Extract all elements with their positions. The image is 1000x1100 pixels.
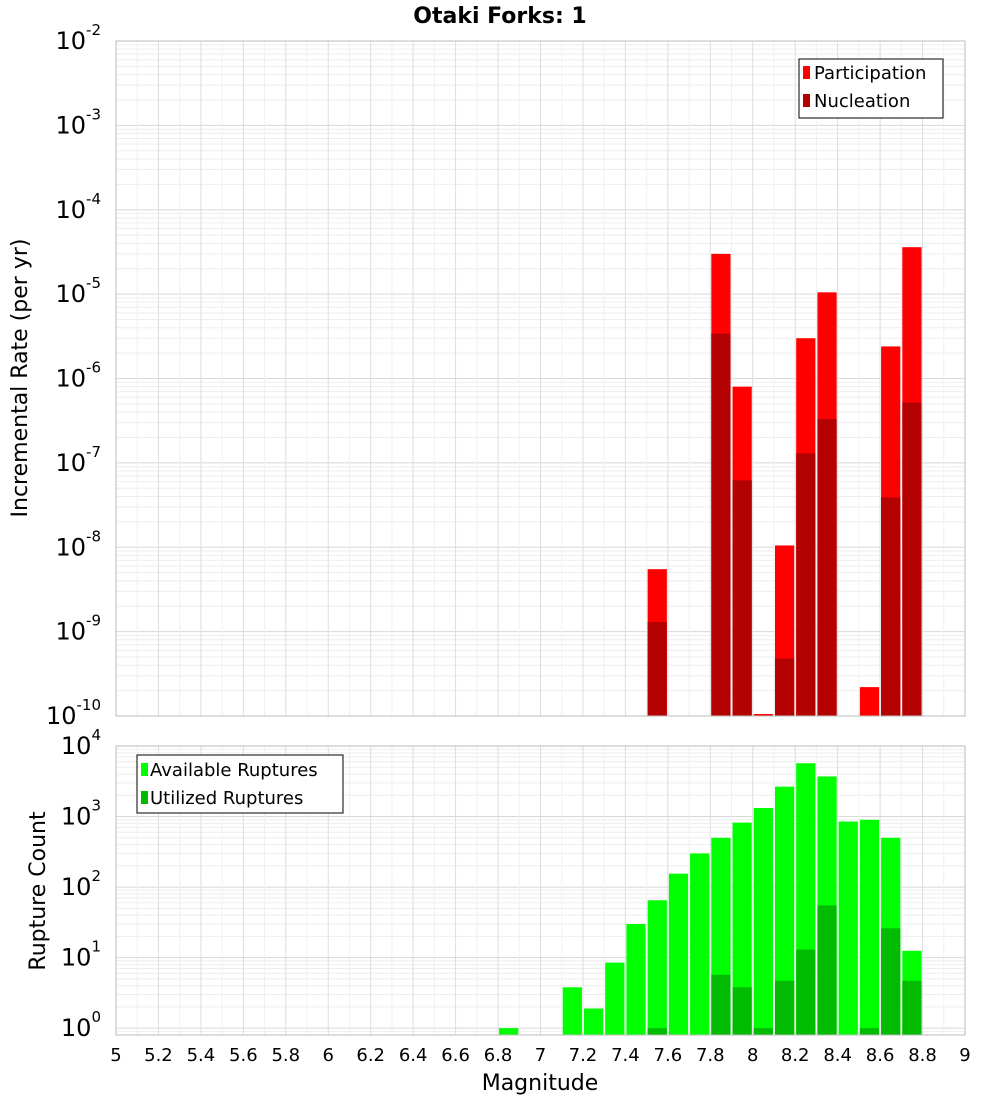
y-tick-label: 100 [61, 1008, 101, 1042]
bar-participation-m8-55 [859, 687, 880, 716]
y-tick-label: 102 [61, 867, 101, 901]
legend-label-available: Available Ruptures [150, 760, 318, 781]
x-tick-label: 7.2 [569, 1045, 598, 1066]
count-y-axis-label: Rupture Count [26, 811, 51, 971]
x-axis-label: Magnitude [482, 1071, 599, 1096]
bar-nucleation-m8-75 [902, 402, 922, 716]
bar-nucleation-m8-65 [881, 497, 901, 716]
rate-y-axis-label: Incremental Rate (per yr) [8, 239, 33, 518]
x-tick-label: 8.4 [823, 1045, 852, 1066]
y-tick-label: 10-3 [55, 105, 101, 139]
bar-available-ruptures-m7-65 [668, 873, 689, 1035]
x-tick-label: 8.2 [781, 1045, 810, 1066]
bar-nucleation-m7-55 [647, 622, 667, 716]
bar-available-ruptures-m8-15 [774, 786, 795, 1035]
bar-utilized-ruptures-m7-55 [647, 1028, 667, 1035]
rate-panel: 10-10 10-9 10-8 10-7 10-6 10-5 10-4 10-3 10-2 In… [8, 21, 966, 730]
bar-available-ruptures-m8-55 [859, 819, 880, 1035]
count-panel: 100 101 102 103 104 Rupture Count Available … [26, 726, 966, 1042]
legend-swatch-participation [803, 66, 810, 79]
bar-nucleation-m7-95 [732, 480, 752, 716]
bar-utilized-ruptures-m8-65 [881, 928, 901, 1035]
y-tick-label: 10-9 [55, 612, 101, 646]
bar-utilized-ruptures-m8-35 [817, 905, 837, 1035]
y-tick-label: 104 [61, 726, 101, 760]
bar-available-ruptures-m7-55 [647, 900, 667, 1035]
bar-utilized-ruptures-m8-05 [753, 1028, 773, 1035]
bar-participation-m8-05 [753, 714, 773, 716]
x-tick-label: 5 [110, 1045, 121, 1066]
bar-available-ruptures-m7-45 [626, 923, 646, 1035]
bar-available-ruptures-m7-25 [583, 1008, 604, 1035]
y-tick-label: 10-7 [55, 443, 101, 477]
x-tick-labels: 5 5.2 5.4 5.6 5.8 6 6.2 6.4 6.6 6.8 7 7.2 7.4 7.6 7.8 8… [110, 1045, 970, 1066]
y-tick-label: 10-8 [55, 527, 101, 561]
legend-swatch-utilized [141, 791, 148, 804]
x-tick-label: 5.4 [187, 1045, 216, 1066]
rate-gridlines [115, 41, 966, 717]
bar-utilized-ruptures-m7-95 [732, 987, 752, 1035]
count-legend: Available Ruptures Utilized Ruptures [136, 754, 344, 814]
bar-available-ruptures-m6-85 [499, 1028, 519, 1035]
x-tick-label: 7 [535, 1045, 546, 1066]
bar-utilized-ruptures-m7-85 [711, 974, 731, 1035]
bar-available-ruptures-m7-95 [732, 822, 752, 1035]
bar-utilized-ruptures-m8-15 [774, 980, 795, 1035]
count-y-ticks: 100 101 102 103 104 [61, 726, 101, 1042]
x-tick-label: 7.6 [654, 1045, 683, 1066]
chart-title: Otaki Forks: 1 [413, 4, 587, 29]
bar-utilized-ruptures-m8-55 [859, 1028, 880, 1035]
y-tick-label: 10-4 [55, 190, 101, 224]
rate-y-ticks: 10-10 10-9 10-8 10-7 10-6 10-5 10-4 10-3 10-2 [46, 21, 101, 730]
legend-label-participation: Participation [814, 63, 926, 84]
bar-available-ruptures-m7-35 [605, 962, 625, 1035]
legend-swatch-available [141, 763, 148, 776]
y-tick-label: 101 [61, 938, 101, 972]
y-tick-label: 10-2 [55, 21, 101, 55]
bar-utilized-ruptures-m8-75 [902, 980, 922, 1035]
y-tick-label: 10-10 [46, 696, 101, 730]
x-tick-label: 6 [323, 1045, 334, 1066]
x-tick-label: 6.6 [441, 1045, 470, 1066]
x-tick-label: 5.2 [144, 1045, 173, 1066]
x-tick-label: 5.6 [229, 1045, 258, 1066]
x-tick-label: 6.4 [399, 1045, 428, 1066]
count-legend-box [136, 754, 344, 814]
bar-available-ruptures-m8-05 [753, 808, 773, 1035]
bar-available-ruptures-m8-45 [838, 821, 858, 1035]
bar-nucleation-m8-35 [817, 419, 837, 716]
count-plot-border [115, 745, 966, 1036]
bar-utilized-ruptures-m8-25 [796, 949, 816, 1035]
x-tick-label: 6.8 [484, 1045, 513, 1066]
x-tick-label: 6.2 [356, 1045, 385, 1066]
y-tick-label: 10-5 [55, 274, 101, 308]
y-tick-label: 10-6 [55, 359, 101, 393]
x-tick-label: 8 [747, 1045, 758, 1066]
count-bars [499, 763, 922, 1035]
legend-label-nucleation: Nucleation [814, 91, 910, 112]
x-tick-label: 8.6 [866, 1045, 895, 1066]
y-tick-label: 103 [61, 797, 101, 831]
bar-nucleation-m8-25 [796, 453, 816, 716]
bar-available-ruptures-m7-15 [562, 987, 582, 1035]
x-tick-label: 7.8 [696, 1045, 725, 1066]
rate-legend: Participation Nucleation [798, 58, 944, 119]
x-tick-label: 7.4 [611, 1045, 640, 1066]
bar-available-ruptures-m7-75 [690, 853, 710, 1035]
x-tick-label: 9 [959, 1045, 970, 1066]
rate-plot-border [115, 40, 966, 717]
bar-nucleation-m8-15 [774, 658, 795, 716]
x-tick-label: 5.8 [271, 1045, 300, 1066]
x-tick-label: 8.8 [908, 1045, 937, 1066]
rate-legend-box [798, 58, 944, 119]
rate-bars [647, 247, 922, 716]
legend-label-utilized: Utilized Ruptures [150, 788, 303, 809]
bar-nucleation-m7-85 [711, 333, 731, 716]
legend-swatch-nucleation [803, 94, 810, 107]
